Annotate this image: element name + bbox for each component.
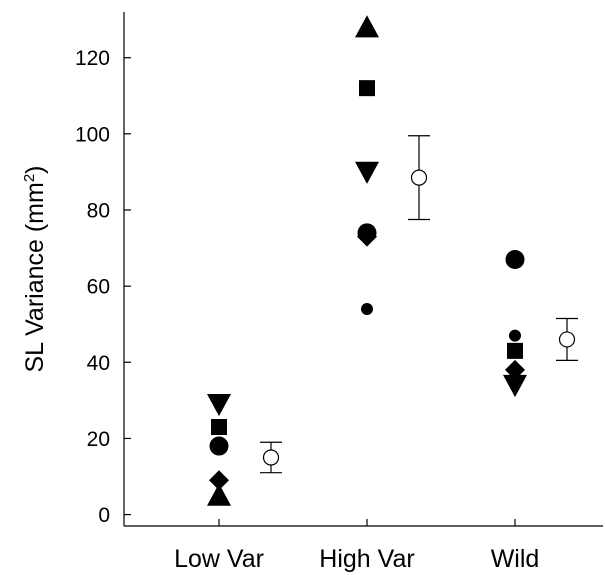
x-category-label: Low Var — [174, 545, 264, 573]
point-triangle-down — [355, 161, 379, 184]
mean-point — [410, 169, 428, 186]
y-tick-label: 100 — [75, 123, 110, 146]
y-tick-label: 80 — [87, 199, 110, 222]
point-circle-large — [505, 249, 525, 269]
point-square — [211, 419, 227, 436]
point-triangle-up — [355, 15, 379, 38]
mean-point — [558, 331, 576, 348]
point-diamond — [209, 470, 229, 491]
x-category-label: High Var — [319, 545, 414, 573]
y-tick-label: 40 — [87, 352, 110, 375]
x-category-label: Wild — [491, 545, 540, 573]
point-triangle-down — [503, 374, 527, 398]
y-tick-label: 60 — [87, 276, 110, 299]
y-axis-title: SL Variance (mm2) — [21, 165, 49, 372]
point-diamond — [505, 359, 525, 380]
y-axis-title-suffix: ) — [21, 165, 49, 173]
y-ticks: 0 20 40 60 80 100 120 — [75, 47, 131, 527]
y-axis-title-superscript: 2 — [21, 174, 38, 182]
y-tick-label: 20 — [87, 428, 110, 451]
mean-markers — [260, 135, 578, 474]
point-square — [507, 342, 523, 359]
point-circle-small — [509, 329, 521, 342]
point-triangle-down — [207, 393, 231, 417]
y-tick-label: 0 — [98, 504, 110, 527]
y-axis-title-text: SL Variance (mm — [21, 182, 49, 372]
data-points — [207, 15, 527, 506]
x-ticks: Low Var High Var Wild — [174, 519, 539, 573]
y-tick-label: 120 — [75, 47, 110, 70]
point-triangle-up — [207, 483, 231, 506]
point-circle-large — [209, 436, 229, 456]
axes — [123, 12, 603, 527]
point-circle-small — [361, 302, 373, 315]
point-square — [359, 80, 375, 97]
mean-point — [262, 449, 280, 466]
point-diamond — [357, 226, 377, 247]
